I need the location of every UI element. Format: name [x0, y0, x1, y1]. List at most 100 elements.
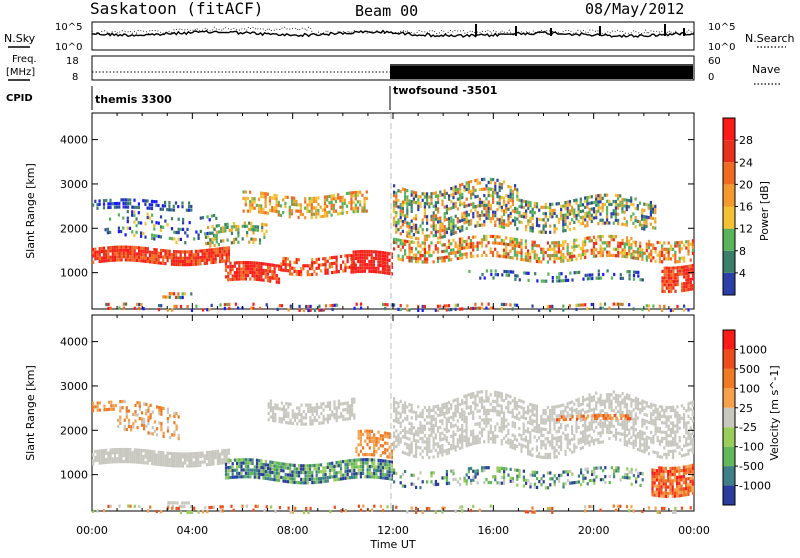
echo-cell [268, 406, 270, 409]
echo-cell [210, 454, 212, 457]
echo-cell [543, 206, 545, 209]
echo-cell [175, 455, 177, 458]
echo-cell [538, 230, 540, 233]
echo-cell [637, 274, 639, 277]
echo-cell [509, 256, 511, 259]
echo-cell [347, 260, 349, 263]
echo-cell [426, 228, 428, 231]
echo-cell [306, 203, 308, 206]
echo-cell [679, 269, 681, 272]
echo-cell [235, 228, 237, 231]
echo-cell [424, 257, 426, 260]
echo-cell [249, 264, 251, 267]
echo-cell [375, 270, 377, 273]
echo-cell [494, 438, 496, 441]
echo-cell [406, 418, 408, 421]
echo-cell [278, 268, 280, 271]
echo-cell [619, 438, 621, 441]
echo-cell [322, 466, 324, 469]
echo-cell [309, 474, 311, 477]
echo-cell [208, 463, 210, 466]
echo-cell [547, 305, 549, 308]
echo-cell [637, 248, 639, 251]
echo-cell [534, 272, 536, 275]
echo-cell [134, 249, 136, 252]
echo-cell [143, 424, 145, 427]
echo-cell [402, 451, 404, 454]
echo-cell [584, 420, 586, 423]
echo-cell [523, 401, 525, 404]
echo-cell [270, 403, 272, 406]
echo-cell [556, 443, 558, 446]
echo-cell [158, 406, 160, 409]
echo-cell [386, 463, 388, 466]
echo-cell [419, 254, 421, 257]
echo-cell [459, 241, 461, 244]
echo-cell [492, 178, 494, 181]
echo-cell [419, 428, 421, 431]
beam-title: Beam 00 [355, 2, 418, 20]
echo-cell [92, 402, 94, 405]
echo-cell [263, 477, 265, 480]
echo-cell [358, 433, 360, 436]
echo-cell [472, 248, 474, 251]
echo-cell [677, 266, 679, 269]
echo-cell [483, 440, 485, 443]
echo-cell [236, 472, 238, 475]
echo-cell [547, 431, 549, 434]
nave-tick-bottom: 0 [708, 72, 714, 83]
echo-cell [492, 194, 494, 197]
echo-cell [316, 474, 318, 477]
echo-cell [212, 459, 214, 462]
echo-cell [589, 211, 591, 214]
echo-cell [357, 200, 359, 203]
echo-cell [417, 415, 419, 418]
echo-cell [123, 202, 125, 205]
echo-cell [119, 419, 121, 422]
echo-cell [395, 429, 397, 432]
echo-cell [190, 205, 192, 208]
echo-cell [619, 194, 621, 197]
echo-cell [400, 219, 402, 222]
echo-cell [186, 263, 188, 266]
echo-cell [485, 213, 487, 216]
echo-cell [512, 256, 514, 259]
echo-cell [204, 255, 206, 258]
echo-cell [298, 258, 300, 261]
echo-cell [602, 440, 604, 443]
echo-cell [681, 266, 683, 269]
echo-cell [339, 206, 341, 209]
echo-cell [296, 481, 298, 484]
echo-cell [217, 251, 219, 254]
echo-cell [358, 465, 360, 468]
echo-cell [223, 247, 225, 250]
echo-cell [225, 476, 227, 479]
echo-cell [265, 460, 267, 463]
echo-cell [375, 469, 377, 472]
echo-cell [514, 416, 516, 419]
echo-cell [313, 270, 315, 273]
echo-cell [134, 246, 136, 249]
echo-cell [571, 212, 573, 215]
echo-cell [350, 264, 352, 267]
echo-cell [435, 421, 437, 424]
echo-cell [351, 414, 353, 417]
echo-cell [551, 440, 553, 443]
echo-cell [496, 404, 498, 407]
echo-cell [580, 419, 582, 422]
echo-cell [624, 399, 626, 402]
echo-cell [408, 403, 410, 406]
echo-cell [171, 227, 173, 230]
echo-cell [344, 266, 346, 269]
echo-cell [492, 440, 494, 443]
echo-cell [600, 431, 602, 434]
echo-cell [178, 231, 180, 234]
echo-cell [289, 212, 291, 215]
echo-cell [138, 256, 140, 259]
echo-cell [160, 413, 162, 416]
echo-cell [433, 251, 435, 254]
echo-cell [582, 216, 584, 219]
echo-cell [99, 401, 101, 404]
echo-cell [375, 267, 377, 270]
echo-cell [507, 243, 509, 246]
